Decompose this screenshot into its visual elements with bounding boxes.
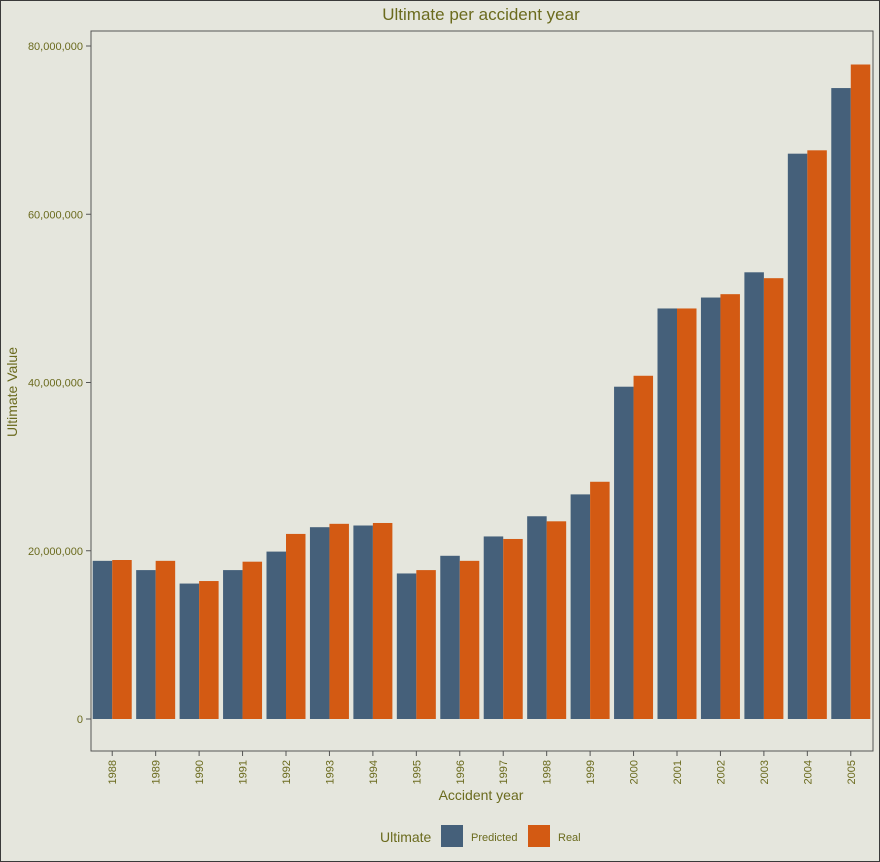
bar-real-1989 [155, 560, 176, 719]
bar-real-1992 [286, 533, 306, 719]
legend-label-real: Real [558, 832, 581, 844]
x-tick-label-1996: 1996 [455, 760, 467, 784]
bar-real-1993 [329, 523, 349, 719]
x-tick-label-2000: 2000 [629, 760, 641, 784]
x-tick-label-1990: 1990 [194, 760, 206, 784]
x-tick-label-1997: 1997 [498, 760, 510, 784]
bar-predicted-1996 [440, 555, 460, 719]
y-tick-label: 0 [77, 714, 83, 726]
x-tick-label-1995: 1995 [411, 760, 423, 784]
bar-predicted-1998 [527, 516, 547, 719]
bar-predicted-2001 [657, 308, 677, 719]
bar-predicted-1995 [396, 573, 417, 719]
plot-panel [90, 30, 874, 752]
bar-real-2005 [850, 64, 871, 719]
bar-predicted-1999 [570, 494, 591, 719]
bar-predicted-1991 [223, 570, 243, 719]
x-tick-label-2005: 2005 [846, 760, 858, 784]
x-tick-label-2002: 2002 [715, 760, 727, 784]
bar-real-2003 [763, 278, 784, 719]
bar-predicted-2004 [787, 153, 808, 719]
y-axis: 0 20,000,000 40,000,000 60,000,000 80,000,00… [28, 41, 91, 726]
y-tick-label: 20,000,000 [28, 546, 83, 558]
x-tick-label-1989: 1989 [151, 760, 163, 784]
x-tick-label-1991: 1991 [238, 760, 250, 784]
bar-real-1990 [199, 581, 219, 719]
bar-predicted-2003 [744, 272, 764, 719]
bar-predicted-2000 [614, 386, 634, 719]
x-axis: 1988 1989 1990 1991 1992 1993 1994 1995 1996 1997… [107, 751, 858, 784]
bar-real-1996 [459, 560, 480, 719]
bar-real-1988 [112, 560, 132, 719]
bars-group [92, 64, 871, 719]
x-tick-label-1992: 1992 [281, 760, 293, 784]
x-tick-label-2001: 2001 [672, 760, 684, 784]
chart-title: Ultimate per accident year [382, 5, 580, 24]
bar-real-2002 [720, 294, 740, 719]
legend-title: Ultimate [380, 829, 432, 845]
legend-swatch-real [528, 825, 550, 847]
x-tick-label-1999: 1999 [585, 760, 597, 784]
bar-predicted-1994 [353, 525, 373, 719]
bar-real-1995 [416, 570, 436, 719]
bar-real-2001 [677, 308, 697, 719]
bar-predicted-1988 [92, 560, 113, 719]
x-axis-title: Accident year [439, 787, 524, 803]
bar-real-1998 [546, 521, 567, 719]
bar-predicted-1992 [266, 551, 286, 719]
x-tick-label-1988: 1988 [107, 760, 119, 784]
legend: Ultimate Predicted Real [380, 825, 581, 847]
bar-real-1994 [372, 522, 393, 719]
legend-swatch-predicted [441, 825, 463, 847]
bar-predicted-2005 [831, 88, 851, 719]
bar-predicted-1990 [179, 583, 200, 719]
bar-predicted-2002 [700, 297, 721, 719]
bar-predicted-1989 [136, 570, 156, 719]
bar-real-1999 [590, 481, 610, 719]
x-tick-label-2003: 2003 [759, 760, 771, 784]
bar-real-1997 [503, 538, 523, 719]
y-tick-label: 60,000,000 [28, 209, 83, 221]
bar-real-2000 [633, 375, 654, 719]
x-tick-label-1998: 1998 [542, 760, 554, 784]
bar-real-2004 [807, 150, 827, 719]
y-tick-label: 80,000,000 [28, 41, 83, 53]
x-tick-label-1993: 1993 [324, 760, 336, 784]
bar-real-1991 [242, 561, 263, 719]
y-tick-label: 40,000,000 [28, 378, 83, 390]
bar-predicted-1997 [483, 536, 504, 719]
x-tick-label-2004: 2004 [802, 760, 814, 784]
x-tick-label-1994: 1994 [368, 760, 380, 784]
legend-label-predicted: Predicted [471, 832, 517, 844]
bar-predicted-1993 [309, 527, 330, 719]
y-axis-title: Ultimate Value [4, 347, 20, 437]
